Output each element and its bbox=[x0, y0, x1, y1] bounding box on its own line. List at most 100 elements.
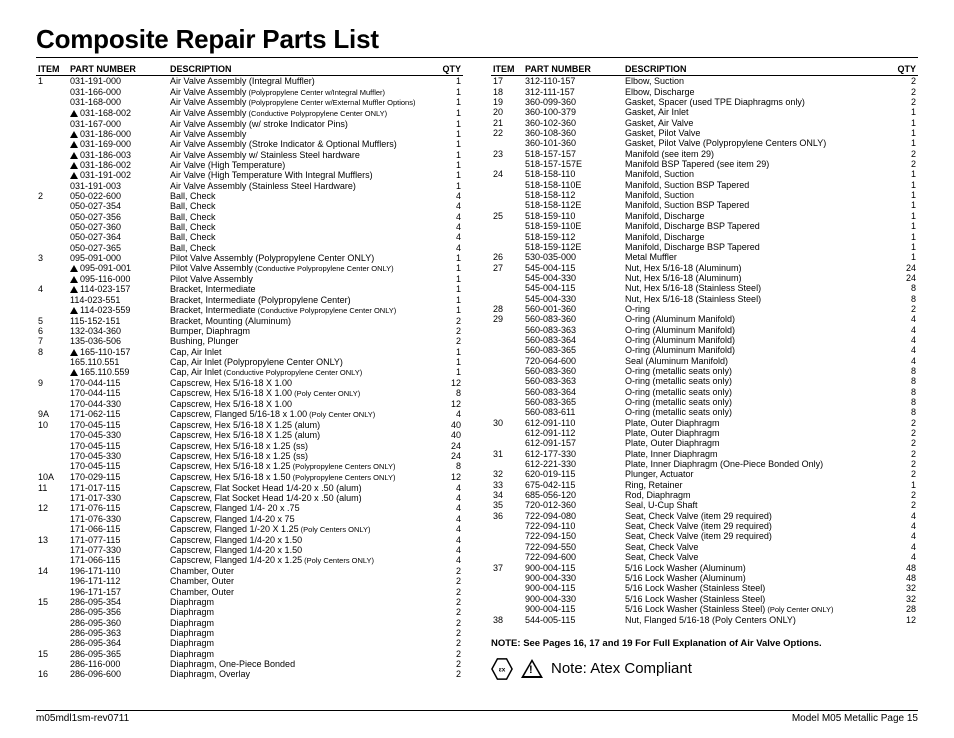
table-row: 196-171-157Chamber, Outer2 bbox=[36, 587, 463, 597]
table-row: 031-168-002Air Valve Assembly (Conductiv… bbox=[36, 108, 463, 119]
left-column: ITEM PART NUMBER DESCRIPTION QTY 1031-19… bbox=[36, 64, 463, 680]
table-row: 170-044-115Capscrew, Hex 5/16-18 X 1.00 … bbox=[36, 388, 463, 399]
table-row: 5115-152-151Bracket, Mounting (Aluminum)… bbox=[36, 316, 463, 326]
table-row: 18312-111-157Elbow, Discharge2 bbox=[491, 87, 918, 97]
table-row: 19360-099-360Gasket, Spacer (used TPE Di… bbox=[491, 97, 918, 107]
table-row: 518-158-112EManifold, Suction BSP Tapere… bbox=[491, 200, 918, 210]
table-row: 050-027-360Ball, Check4 bbox=[36, 222, 463, 232]
table-row: 36722-094-080Seat, Check Valve (item 29 … bbox=[491, 511, 918, 521]
table-row: 170-045-115Capscrew, Hex 5/16-18 x 1.25 … bbox=[36, 461, 463, 472]
table-row: 286-095-356Diaphragm2 bbox=[36, 607, 463, 617]
table-row: 560-083-365O-ring (Aluminum Manifold)4 bbox=[491, 345, 918, 355]
table-row: 22360-108-360Gasket, Pilot Valve1 bbox=[491, 128, 918, 138]
th-pn: PART NUMBER bbox=[523, 64, 623, 76]
table-row: 518-159-112EManifold, Discharge BSP Tape… bbox=[491, 242, 918, 252]
triangle-icon bbox=[70, 265, 78, 272]
footer-right: Model M05 Metallic Page 15 bbox=[792, 713, 918, 724]
table-row: 26530-035-000Metal Muffler1 bbox=[491, 252, 918, 262]
table-row: 050-027-364Ball, Check4 bbox=[36, 232, 463, 242]
table-row: 518-158-112Manifold, Suction1 bbox=[491, 190, 918, 200]
table-row: 35720-012-360Seal, U-Cup Shaft2 bbox=[491, 500, 918, 510]
table-row: 165.110.559Cap, Air Inlet (Conductive Po… bbox=[36, 367, 463, 378]
warning-icon: ! bbox=[521, 659, 543, 678]
table-row: 31612-177-330Plate, Inner Diaphragm2 bbox=[491, 449, 918, 459]
table-row: 095-091-001Pilot Valve Assembly (Conduct… bbox=[36, 263, 463, 274]
table-row: 13171-077-115Capscrew, Flanged 1/4-20 x … bbox=[36, 535, 463, 545]
triangle-icon bbox=[70, 307, 78, 314]
table-row: 171-066-115Capscrew, Flanged 1/4-20 x 1.… bbox=[36, 555, 463, 566]
table-row: 050-027-356Ball, Check4 bbox=[36, 212, 463, 222]
table-row: 286-095-360Diaphragm2 bbox=[36, 618, 463, 628]
table-row: 6132-034-360Bumper, Diaphragm2 bbox=[36, 326, 463, 336]
table-row: 518-159-110EManifold, Discharge BSP Tape… bbox=[491, 221, 918, 231]
triangle-icon bbox=[70, 131, 78, 138]
table-row: 560-083-363O-ring (metallic seats only)8 bbox=[491, 376, 918, 386]
table-row: 170-044-330Capscrew, Hex 5/16-18 X 1.001… bbox=[36, 399, 463, 409]
table-row: 30612-091-110Plate, Outer Diaphragm2 bbox=[491, 418, 918, 428]
table-row: 171-066-115Capscrew, Flanged 1/-20 X 1.2… bbox=[36, 524, 463, 535]
table-row: 031-186-000Air Valve Assembly1 bbox=[36, 129, 463, 139]
table-row: 560-083-364O-ring (metallic seats only)8 bbox=[491, 387, 918, 397]
table-row: 050-027-354Ball, Check4 bbox=[36, 201, 463, 211]
table-row: 518-159-112Manifold, Discharge1 bbox=[491, 232, 918, 242]
table-row: 360-101-360Gasket, Pilot Valve (Polyprop… bbox=[491, 138, 918, 148]
ex-icon: εx bbox=[491, 658, 513, 680]
table-row: 545-004-330Nut, Hex 5/16-18 (Aluminum)24 bbox=[491, 273, 918, 283]
footnote: NOTE: See Pages 16, 17 and 19 For Full E… bbox=[491, 639, 918, 650]
table-row: 114-023-551Bracket, Intermediate (Polypr… bbox=[36, 295, 463, 305]
th-pn: PART NUMBER bbox=[68, 64, 168, 76]
table-row: 031-168-000Air Valve Assembly (Polypropy… bbox=[36, 97, 463, 108]
table-row: 518-158-110EManifold, Suction BSP Tapere… bbox=[491, 180, 918, 190]
table-row: 095-116-000Pilot Valve Assembly1 bbox=[36, 274, 463, 284]
table-row: 031-166-000Air Valve Assembly (Polypropy… bbox=[36, 87, 463, 98]
table-row: 722-094-110Seat, Check Valve (item 29 re… bbox=[491, 521, 918, 531]
svg-text:εx: εx bbox=[499, 666, 506, 673]
table-row: 286-095-363Diaphragm2 bbox=[36, 628, 463, 638]
table-row: 900-004-3305/16 Lock Washer (Stainless S… bbox=[491, 594, 918, 604]
table-row: 3095-091-000Pilot Valve Assembly (Polypr… bbox=[36, 253, 463, 263]
triangle-icon bbox=[70, 152, 78, 159]
left-table: ITEM PART NUMBER DESCRIPTION QTY 1031-19… bbox=[36, 64, 463, 680]
table-row: 1031-191-000Air Valve Assembly (Integral… bbox=[36, 76, 463, 87]
table-row: 37900-004-1155/16 Lock Washer (Aluminum)… bbox=[491, 563, 918, 573]
table-row: 720-064-600Seal (Aluminum Manifold)4 bbox=[491, 356, 918, 366]
title-rule bbox=[36, 57, 918, 58]
table-row: 031-186-003Air Valve Assembly w/ Stainle… bbox=[36, 150, 463, 160]
table-row: 612-091-112Plate, Outer Diaphragm2 bbox=[491, 428, 918, 438]
table-row: 196-171-112Chamber, Outer2 bbox=[36, 576, 463, 586]
table-row: 560-083-365O-ring (metallic seats only)8 bbox=[491, 397, 918, 407]
table-row: 24518-158-110Manifold, Suction1 bbox=[491, 169, 918, 179]
table-row: 8165-110-157Cap, Air Inlet1 bbox=[36, 347, 463, 357]
table-row: 21360-102-360Gasket, Air Valve1 bbox=[491, 118, 918, 128]
triangle-icon bbox=[70, 276, 78, 283]
table-row: 560-083-611O-ring (metallic seats only)8 bbox=[491, 407, 918, 417]
table-row: 900-004-1155/16 Lock Washer (Stainless S… bbox=[491, 604, 918, 615]
table-row: 170-045-115Capscrew, Hex 5/16-18 x 1.25 … bbox=[36, 441, 463, 451]
table-row: 11171-017-115Capscrew, Flat Socket Head … bbox=[36, 483, 463, 493]
table-row: 16286-096-600Diaphragm, Overlay2 bbox=[36, 669, 463, 679]
table-row: 4114-023-157Bracket, Intermediate1 bbox=[36, 284, 463, 294]
triangle-icon bbox=[70, 349, 78, 356]
table-row: 031-191-002Air Valve (High Temperature W… bbox=[36, 170, 463, 180]
table-row: 286-116-000Diaphragm, One-Piece Bonded2 bbox=[36, 659, 463, 669]
page-title: Composite Repair Parts List bbox=[36, 24, 918, 55]
table-row: 171-077-330Capscrew, Flanged 1/4-20 x 1.… bbox=[36, 545, 463, 555]
table-row: 050-027-365Ball, Check4 bbox=[36, 243, 463, 253]
table-row: 170-045-330Capscrew, Hex 5/16-18 x 1.25 … bbox=[36, 451, 463, 461]
table-row: 165.110.551Cap, Air Inlet (Polypropylene… bbox=[36, 357, 463, 367]
table-row: 10A170-029-115Capscrew, Hex 5/16-18 x 1.… bbox=[36, 472, 463, 483]
table-row: 114-023-559Bracket, Intermediate (Conduc… bbox=[36, 305, 463, 316]
table-row: 545-004-115Nut, Hex 5/16-18 (Stainless S… bbox=[491, 283, 918, 293]
th-desc: DESCRIPTION bbox=[623, 64, 890, 76]
table-row: 9170-044-115Capscrew, Hex 5/16-18 X 1.00… bbox=[36, 378, 463, 388]
table-row: 560-083-364O-ring (Aluminum Manifold)4 bbox=[491, 335, 918, 345]
triangle-icon bbox=[70, 110, 78, 117]
triangle-icon bbox=[70, 172, 78, 179]
th-desc: DESCRIPTION bbox=[168, 64, 435, 76]
footer-left: m05mdl1sm-rev0711 bbox=[36, 713, 129, 724]
triangle-icon bbox=[70, 286, 78, 293]
th-qty: QTY bbox=[890, 64, 918, 76]
table-row: 12171-076-115Capscrew, Flanged 1/4- 20 x… bbox=[36, 503, 463, 513]
table-row: 34685-056-120Rod, Diaphragm2 bbox=[491, 490, 918, 500]
table-row: 722-094-600Seat, Check Valve4 bbox=[491, 552, 918, 562]
